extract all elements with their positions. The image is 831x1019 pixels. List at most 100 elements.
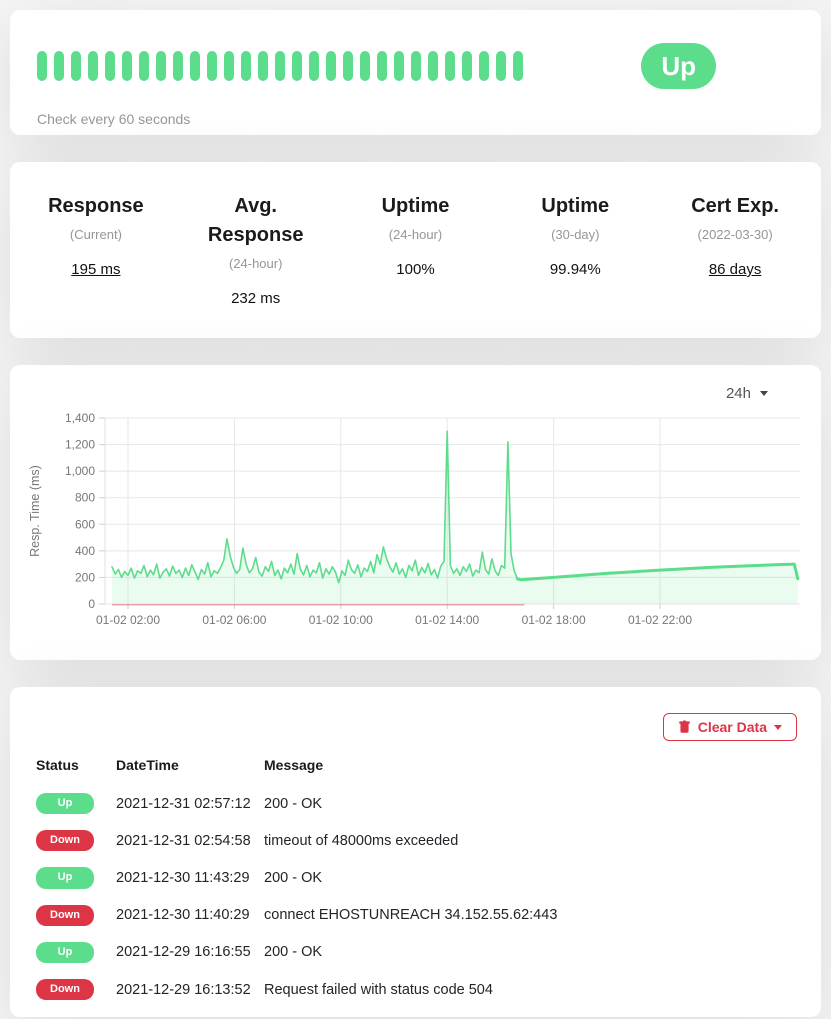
event-status-cell: Down	[36, 971, 116, 1008]
stat-uptime-30d: Uptime (30-day) 99.94%	[495, 192, 655, 307]
heartbeat-bar[interactable]	[513, 51, 523, 81]
heartbeat-bar[interactable]	[54, 51, 64, 81]
heartbeat-bar[interactable]	[258, 51, 268, 81]
event-datetime: 2021-12-29 16:16:55	[116, 944, 251, 961]
series-line-trend	[515, 562, 800, 582]
x-axis-tick-label: 01-02 10:00	[309, 613, 373, 627]
heartbeat-bar[interactable]	[496, 51, 506, 81]
heartbeat-bar[interactable]	[224, 51, 234, 81]
stat-title: Avg. Response	[207, 195, 304, 246]
event-datetime: 2021-12-29 16:13:52	[116, 981, 251, 998]
heartbeat-bar[interactable]	[377, 51, 387, 81]
col-header-message: Message	[264, 757, 324, 773]
event-status-cell: Up	[36, 934, 116, 971]
event-datetime: 2021-12-30 11:40:29	[116, 907, 250, 924]
heartbeat-bar[interactable]	[309, 51, 319, 81]
stat-title: Response	[48, 195, 144, 217]
monitor-status-card: Up Check every 60 seconds	[10, 10, 821, 135]
heartbeat-bar[interactable]	[207, 51, 217, 81]
event-datetime: 2021-12-30 11:43:29	[116, 869, 250, 886]
table-row: Down 2021-12-31 02:54:58 timeout of 48000m…	[36, 822, 799, 859]
heartbeat-bar[interactable]	[462, 51, 472, 81]
heartbeat-bar[interactable]	[105, 51, 115, 81]
heartbeat-bar[interactable]	[173, 51, 183, 81]
stat-value: 195 ms	[71, 261, 121, 278]
series-line-raw	[111, 430, 519, 584]
stat-avg-response-24h: Avg. Response (24-hour) 232 ms	[176, 192, 336, 307]
status-badge: Up	[641, 43, 716, 89]
status-badge: Down	[36, 830, 94, 852]
stat-title: Uptime	[541, 195, 610, 217]
heartbeat-bar[interactable]	[37, 51, 47, 81]
chart-period-label: 24h	[725, 385, 751, 402]
clear-data-button[interactable]: Clear Data	[662, 713, 797, 741]
heartbeat-bar[interactable]	[241, 51, 251, 81]
status-badge: Down	[36, 904, 94, 926]
heartbeat-bar[interactable]	[394, 51, 404, 81]
chart-card: 24h 0 200 400 600 800 1,000 1,200 1,400 01-02 02…	[10, 365, 821, 660]
y-axis-tick-label: 1,000	[65, 464, 95, 478]
stats-grid: Response (Current) 195 ms Avg. Response (24-…	[16, 192, 815, 307]
col-header-status: Status	[36, 757, 79, 773]
heartbeat-bar[interactable]	[428, 51, 438, 81]
heartbeat-bar[interactable]	[479, 51, 489, 81]
event-message: connect EHOSTUNREACH 34.152.55.62:443	[264, 907, 558, 924]
heartbeat-bar[interactable]	[122, 51, 132, 81]
heartbeat-bar[interactable]	[275, 51, 285, 81]
stat-value: 86 days	[708, 261, 762, 278]
heartbeat-bar[interactable]	[292, 51, 302, 81]
event-status-cell: Down	[36, 822, 116, 859]
heartbeat-bar[interactable]	[156, 51, 166, 81]
status-badge: Up	[36, 867, 94, 889]
y-axis-tick-label: 800	[75, 491, 95, 505]
stat-value: 99.94%	[549, 261, 601, 278]
table-row: Down 2021-12-30 11:40:29 connect EHOSTUNRE…	[36, 897, 799, 934]
y-axis-tick-label: 600	[75, 517, 95, 531]
y-axis-tick-label: 400	[75, 544, 95, 558]
x-axis-tick-label: 01-02 14:00	[415, 613, 479, 627]
table-row: Up 2021-12-29 16:16:55 200 - OK	[36, 934, 799, 971]
stat-cert-exp: Cert Exp. (2022-03-30) 86 days	[655, 192, 815, 307]
heartbeat-bar[interactable]	[71, 51, 81, 81]
chevron-down-icon	[760, 391, 768, 396]
events-table: Status DateTime Message Up 2021-12-31 02:57…	[36, 749, 799, 1008]
trash-icon	[678, 720, 690, 733]
heartbeat-bar[interactable]	[139, 51, 149, 81]
heartbeat-row: Up	[37, 43, 794, 89]
y-axis-label: Resp. Time (ms)	[28, 465, 42, 557]
heartbeat-bar[interactable]	[445, 51, 455, 81]
heartbeat-bar[interactable]	[326, 51, 336, 81]
response-time-chart[interactable]: 0 200 400 600 800 1,000 1,200 1,400 01-02 02:00 0…	[25, 408, 806, 640]
event-status-cell: Down	[36, 897, 116, 934]
chart-series	[111, 430, 800, 606]
chart-grid: 0 200 400 600 800 1,000 1,200 1,400 01-02 02:00 0…	[65, 411, 800, 627]
events-toolbar: Clear Data	[34, 713, 797, 741]
stat-title: Uptime	[381, 195, 450, 217]
y-axis-tick-label: 1,200	[65, 438, 95, 452]
heartbeat-bar[interactable]	[411, 51, 421, 81]
y-axis-tick-label: 0	[88, 597, 95, 611]
events-card: Clear Data Status DateTime Message Up 2021-…	[10, 687, 821, 1017]
stat-subtitle: (24-hour)	[388, 227, 443, 242]
clear-data-label: Clear Data	[697, 719, 767, 735]
stat-subtitle: (24-hour)	[228, 256, 283, 271]
check-interval-text: Check every 60 seconds	[37, 111, 191, 127]
event-message: 200 - OK	[264, 869, 323, 886]
stat-subtitle: (30-day)	[551, 227, 600, 242]
x-axis-tick-label: 01-02 06:00	[202, 613, 266, 627]
chart-period-dropdown[interactable]: 24h	[25, 385, 806, 402]
event-status-cell: Up	[36, 785, 116, 822]
x-axis-tick-label: 01-02 22:00	[628, 613, 692, 627]
heartbeat-bar[interactable]	[190, 51, 200, 81]
stat-title: Cert Exp.	[691, 195, 779, 217]
event-datetime: 2021-12-31 02:57:12	[116, 795, 251, 812]
table-row: Up 2021-12-30 11:43:29 200 - OK	[36, 859, 799, 896]
heartbeat-bar[interactable]	[360, 51, 370, 81]
events-table-header: Status DateTime Message	[36, 749, 799, 785]
event-message: 200 - OK	[264, 944, 323, 961]
table-row: Up 2021-12-31 02:57:12 200 - OK	[36, 785, 799, 822]
heartbeat-bar[interactable]	[88, 51, 98, 81]
heartbeat-bar[interactable]	[343, 51, 353, 81]
status-badge: Up	[36, 793, 94, 815]
stat-uptime-24h: Uptime (24-hour) 100%	[336, 192, 496, 307]
